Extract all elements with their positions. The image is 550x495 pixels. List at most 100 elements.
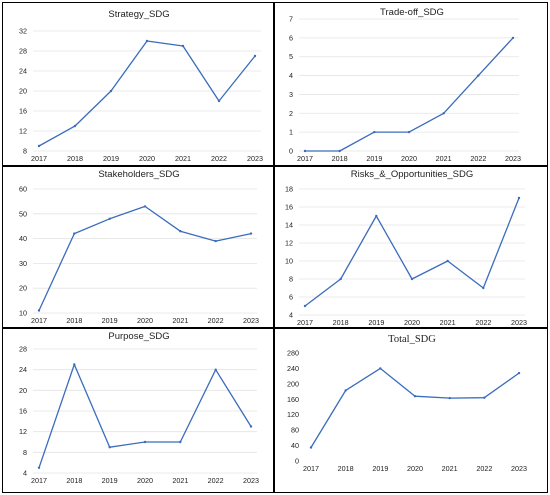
- data-point: [253, 54, 257, 58]
- x-tick-label: 2018: [338, 464, 354, 473]
- data-point: [37, 144, 41, 148]
- y-tick-label: 5: [289, 52, 293, 61]
- y-tick-label: 50: [19, 209, 27, 218]
- data-point: [181, 44, 185, 48]
- data-point: [379, 367, 382, 370]
- x-tick-label: 2017: [303, 464, 319, 473]
- y-tick-label: 80: [291, 426, 299, 435]
- x-tick-label: 2018: [66, 316, 82, 325]
- y-tick-label: 28: [19, 345, 27, 354]
- data-point: [303, 304, 307, 308]
- y-tick-label: 4: [289, 311, 293, 320]
- y-tick-label: 3: [289, 90, 293, 99]
- data-point: [73, 363, 76, 366]
- x-tick-label: 2019: [368, 318, 384, 327]
- data-point: [407, 130, 411, 134]
- chart-panel: Stakeholders_SDG 10 20 30 40 50 60 2017 2018 2019…: [2, 166, 274, 328]
- y-tick-label: 16: [19, 407, 27, 416]
- series-line: [304, 197, 520, 307]
- line-chart: Strategy_SDG 8 12 16 20 24 28 32 2017 2018 2019 202…: [19, 9, 263, 163]
- data-point: [511, 36, 515, 40]
- chart-panel: Strategy_SDG 8 12 16 20 24 28 32 2017 2018 2019 202…: [2, 2, 274, 166]
- data-point: [109, 89, 113, 93]
- y-tick-label: 16: [19, 107, 27, 116]
- chart-title: Trade-off_SDG: [380, 7, 444, 18]
- x-tick-label: 2017: [297, 318, 313, 327]
- line-chart: Stakeholders_SDG 10 20 30 40 50 60 2017 2018 2019…: [19, 169, 259, 325]
- data-point: [448, 396, 451, 400]
- y-tick-label: 6: [289, 33, 293, 42]
- data-point: [249, 232, 253, 235]
- y-tick-label: 32: [19, 27, 27, 36]
- line-chart: Trade-off_SDG 0 1 2 3 4 5 6 7 2017 2018 2019 2020 202…: [289, 7, 521, 163]
- x-tick-label: 2019: [102, 476, 118, 485]
- series-line: [38, 40, 256, 147]
- data-point: [517, 371, 521, 375]
- x-tick-label: 2020: [137, 476, 153, 485]
- data-point: [483, 396, 486, 399]
- x-tick-label: 2023: [247, 154, 263, 163]
- data-point: [410, 277, 414, 281]
- data-point: [309, 446, 313, 449]
- x-tick-label: 2021: [175, 154, 191, 163]
- y-tick-label: 20: [19, 87, 27, 96]
- data-point: [73, 124, 77, 128]
- data-point: [517, 196, 521, 200]
- x-tick-label: 2019: [372, 464, 388, 473]
- x-tick-label: 2022: [470, 154, 486, 163]
- data-point: [108, 446, 111, 449]
- y-tick-label: 24: [19, 365, 27, 374]
- data-point: [214, 368, 217, 371]
- x-tick-label: 2018: [332, 154, 348, 163]
- y-tick-label: 24: [19, 67, 27, 76]
- x-tick-label: 2021: [442, 464, 458, 473]
- y-tick-label: 7: [289, 15, 293, 24]
- data-point: [217, 99, 221, 103]
- line-chart: Purpose_SDG 4 8 12 16 20 24 28 2017 2018 2019 2020 2…: [19, 331, 259, 485]
- x-tick-label: 2023: [243, 476, 259, 485]
- data-point: [214, 239, 217, 243]
- x-tick-label: 2023: [243, 316, 259, 325]
- x-tick-label: 2018: [333, 318, 349, 327]
- x-tick-label: 2018: [67, 154, 83, 163]
- y-tick-label: 0: [289, 147, 293, 156]
- data-point: [303, 149, 307, 153]
- line-chart: Total_SDG 0 40 80 120 160 200 240 280 2017 2018 201…: [287, 334, 527, 473]
- chart-title: Risks_&_Opportunities_SDG: [351, 169, 474, 180]
- y-tick-label: 8: [23, 448, 27, 457]
- x-tick-label: 2020: [139, 154, 155, 163]
- y-tick-label: 280: [287, 349, 299, 358]
- x-tick-label: 2021: [172, 316, 188, 325]
- chart-title: Total_SDG: [388, 334, 436, 345]
- y-tick-label: 120: [287, 410, 299, 419]
- y-tick-label: 10: [19, 309, 27, 318]
- data-point: [446, 259, 449, 263]
- x-tick-label: 2022: [208, 476, 224, 485]
- data-point: [37, 466, 41, 469]
- y-tick-label: 2: [289, 109, 293, 118]
- y-tick-label: 20: [19, 284, 27, 293]
- chart-title: Stakeholders_SDG: [98, 169, 179, 180]
- data-point: [179, 440, 182, 444]
- y-tick-label: 60: [19, 185, 27, 194]
- line-chart: Risks_&_Opportunities_SDG 4 6 8 10 12 14 16 18 20…: [285, 169, 527, 327]
- y-tick-label: 18: [285, 185, 293, 194]
- data-point: [145, 39, 149, 43]
- y-tick-label: 40: [291, 441, 299, 450]
- x-tick-label: 2021: [436, 154, 452, 163]
- x-tick-label: 2020: [401, 154, 417, 163]
- x-tick-label: 2023: [505, 154, 521, 163]
- data-point: [249, 425, 253, 428]
- x-tick-label: 2023: [511, 464, 527, 473]
- x-tick-label: 2017: [31, 476, 47, 485]
- y-tick-label: 1: [289, 128, 293, 137]
- y-tick-label: 4: [23, 469, 27, 478]
- data-point: [373, 130, 376, 134]
- y-tick-label: 12: [19, 427, 27, 436]
- data-point: [413, 395, 417, 398]
- x-tick-label: 2022: [475, 318, 491, 327]
- y-tick-label: 200: [287, 379, 299, 388]
- x-tick-label: 2018: [66, 476, 82, 485]
- chart-title: Purpose_SDG: [108, 331, 169, 342]
